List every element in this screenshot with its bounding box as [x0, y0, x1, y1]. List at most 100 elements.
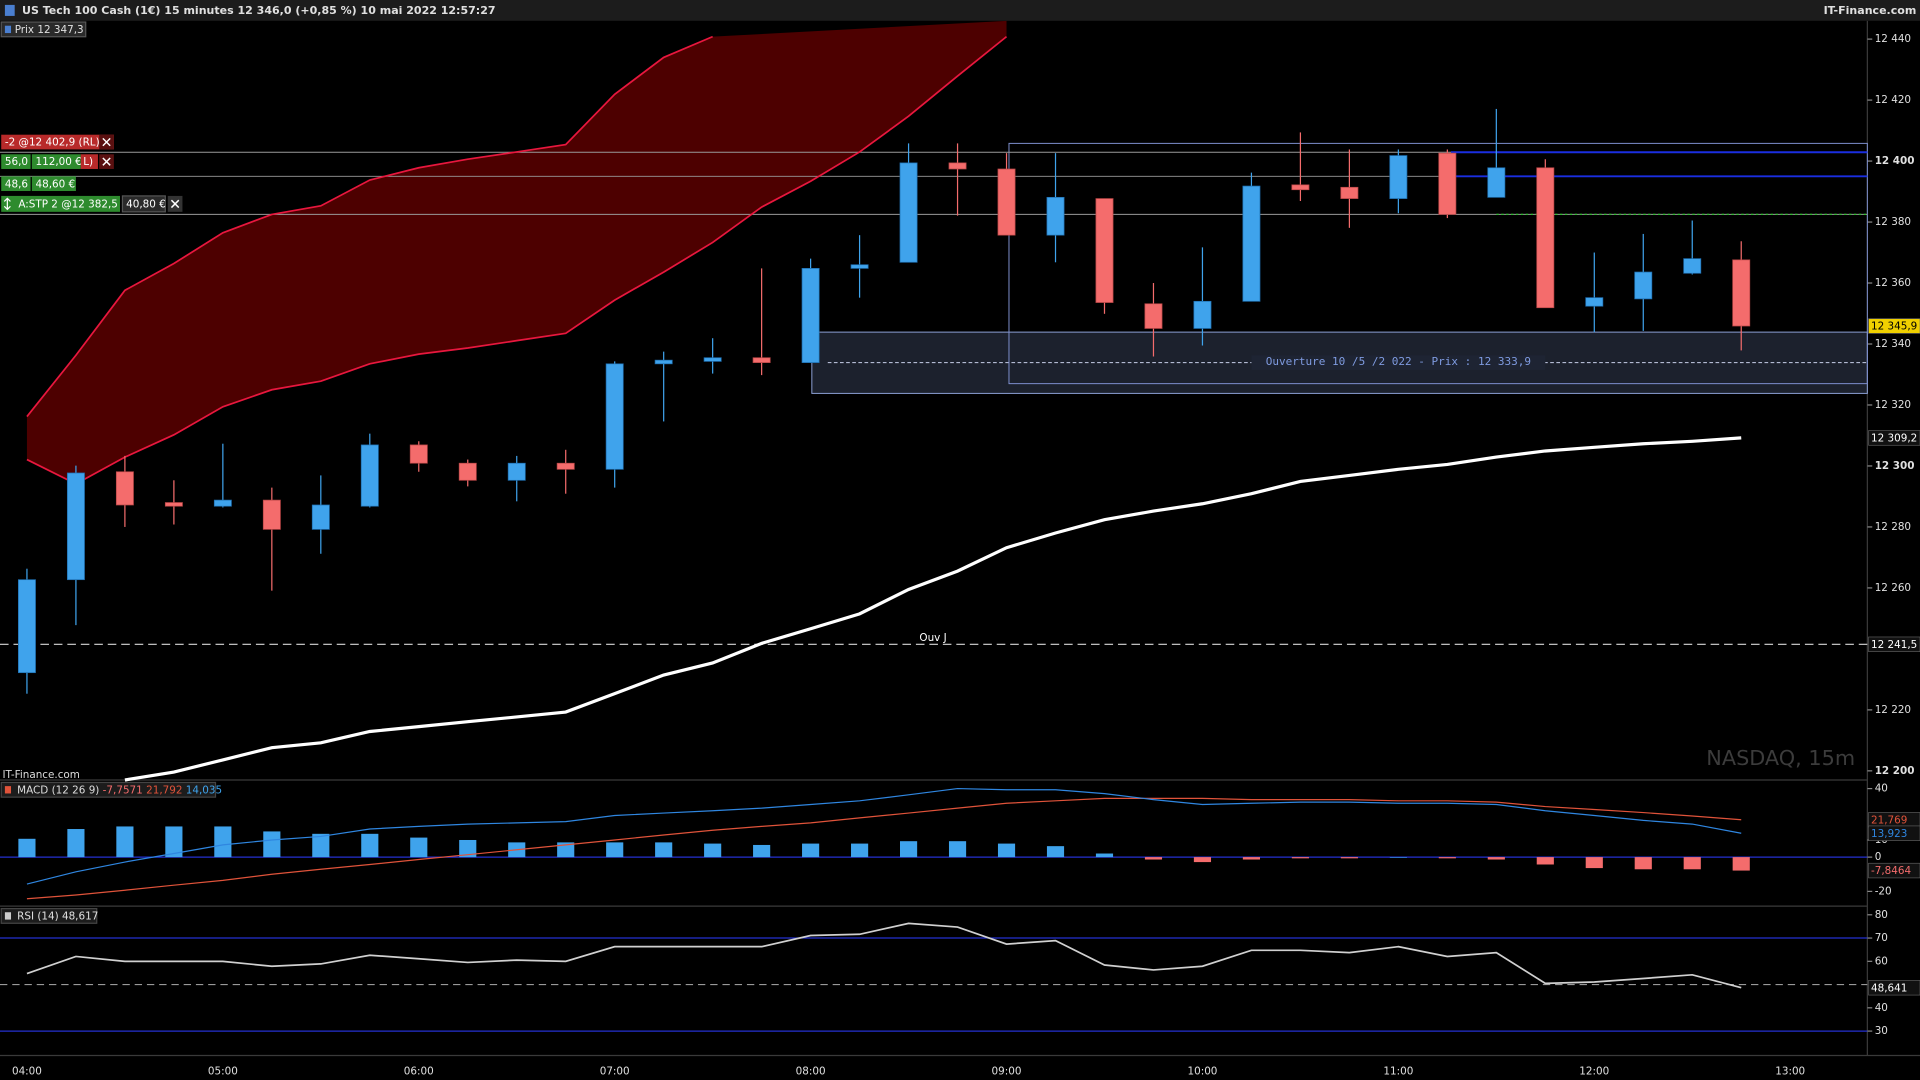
x-tick-label: 07:00	[600, 1065, 630, 1077]
histogram-bar	[997, 843, 1016, 858]
x-tick-label: 06:00	[404, 1065, 434, 1077]
order-box[interactable]	[80, 154, 98, 169]
order-box[interactable]	[121, 195, 166, 213]
watermark: NASDAQ, 15m	[1706, 746, 1855, 770]
histogram-bar	[1732, 857, 1750, 871]
zone-label-bg	[1251, 355, 1546, 370]
histogram-bar	[214, 826, 232, 858]
value-badge-label: 13,923	[1871, 828, 1907, 840]
range-box	[1008, 142, 1868, 385]
indicator-line	[26, 35, 713, 418]
histogram-bar	[410, 837, 428, 858]
order-box[interactable]	[1, 154, 31, 169]
candle-body	[752, 357, 771, 363]
candle-body	[164, 502, 183, 507]
histogram-bar	[1585, 857, 1603, 869]
x-tick-label: 04:00	[12, 1065, 42, 1077]
value-badge-label: 12 345,9	[1871, 321, 1917, 333]
histogram-bar	[263, 831, 281, 858]
macd-line	[26, 797, 1742, 900]
value-badge-label: 12 241,5	[1871, 639, 1917, 651]
histogram-bar	[1193, 857, 1212, 863]
y-tick-label: 12 320	[1875, 399, 1911, 411]
candle-body	[507, 462, 526, 481]
candle-body	[997, 168, 1016, 236]
y-tick-label: 40	[1875, 1002, 1888, 1014]
y-tick-label: 12 380	[1875, 216, 1911, 228]
candle-body	[654, 359, 673, 365]
histogram-bar	[753, 844, 771, 858]
candle-body	[556, 462, 575, 470]
candle-body	[801, 268, 820, 363]
histogram-bar	[1438, 857, 1456, 859]
y-tick-label: 0	[1875, 851, 1882, 863]
histogram-bar	[67, 829, 85, 858]
order-box[interactable]	[1, 134, 114, 150]
plot-area: 12 440 12 420 12 400 12 380 12 360 12 340 12 3…	[0, 20, 1920, 1077]
order-amount: 40,80 €	[126, 198, 166, 210]
candle-body	[1389, 155, 1408, 199]
candle-body	[18, 579, 36, 674]
candle-body	[1536, 167, 1555, 309]
histogram-bar	[557, 842, 575, 858]
y-tick-label: 12 340	[1875, 338, 1911, 350]
histogram-bar	[1144, 857, 1163, 860]
candle-body	[1585, 297, 1604, 307]
order-box[interactable]	[31, 176, 76, 192]
level-name: Ouv J	[919, 632, 946, 644]
order-qty: 48,6	[5, 178, 28, 190]
x-tick-label: 11:00	[1383, 1065, 1413, 1077]
y-tick-label: 12 220	[1875, 704, 1911, 716]
order-box[interactable]	[1, 195, 121, 212]
candle-body	[605, 363, 624, 470]
histogram-bar	[18, 838, 36, 858]
candle-body	[1340, 186, 1359, 199]
order-amount: 48,60 €	[36, 178, 76, 190]
y-tick-label: 12 440	[1875, 33, 1911, 45]
histogram-bar	[1046, 846, 1065, 858]
histogram-bar	[1389, 857, 1407, 858]
histogram-bar	[1536, 857, 1554, 865]
legend-box	[0, 907, 98, 924]
order-box[interactable]	[1, 176, 31, 192]
histogram-bar	[1634, 857, 1652, 870]
y-tick-label: 12 300	[1875, 460, 1915, 472]
histogram-bar	[948, 841, 967, 858]
move-icon	[3, 197, 11, 211]
candle-body	[115, 471, 134, 506]
histogram-bar	[459, 839, 477, 858]
candle-body	[213, 499, 232, 507]
candle-body	[262, 499, 281, 530]
order-amount: 112,00 €	[36, 156, 82, 168]
candle-body	[703, 357, 722, 362]
candle-body	[948, 162, 967, 170]
histogram-bar	[802, 843, 820, 858]
histogram-bar	[704, 843, 722, 858]
value-badge-label: 12 309,2	[1871, 433, 1917, 445]
histogram-bar	[1242, 857, 1260, 860]
close-icon	[102, 137, 111, 147]
candle-body	[1438, 152, 1457, 215]
x-tick-label: 05:00	[208, 1065, 238, 1077]
x-tick-label: 09:00	[992, 1065, 1022, 1077]
histogram-bar	[116, 826, 134, 858]
legend-box	[0, 781, 217, 798]
legend-item: MACD (12 26 9)	[17, 784, 99, 796]
histogram-bar	[165, 826, 183, 858]
order-tag: L)	[83, 156, 93, 168]
symbol-icon	[4, 4, 15, 16]
candle-body	[66, 472, 85, 581]
histogram-bar	[655, 842, 673, 858]
x-tick-label: 10:00	[1187, 1065, 1217, 1077]
cloud-fill	[26, 20, 1007, 484]
legend-icon	[4, 786, 12, 794]
x-tick-label: 08:00	[796, 1065, 826, 1077]
site-name: IT-Finance.com	[1824, 4, 1917, 17]
order-text: A:STP 2 @12 382,5	[18, 198, 118, 210]
value-badge-label: 21,769	[1871, 814, 1907, 826]
histogram-bar	[1340, 857, 1358, 859]
orders: -2 @12 402,9 (RL) 56,0 112,00 € L) 48,6 …	[1, 134, 183, 213]
order-box[interactable]	[31, 154, 81, 169]
order-qty: 56,0	[5, 156, 28, 168]
